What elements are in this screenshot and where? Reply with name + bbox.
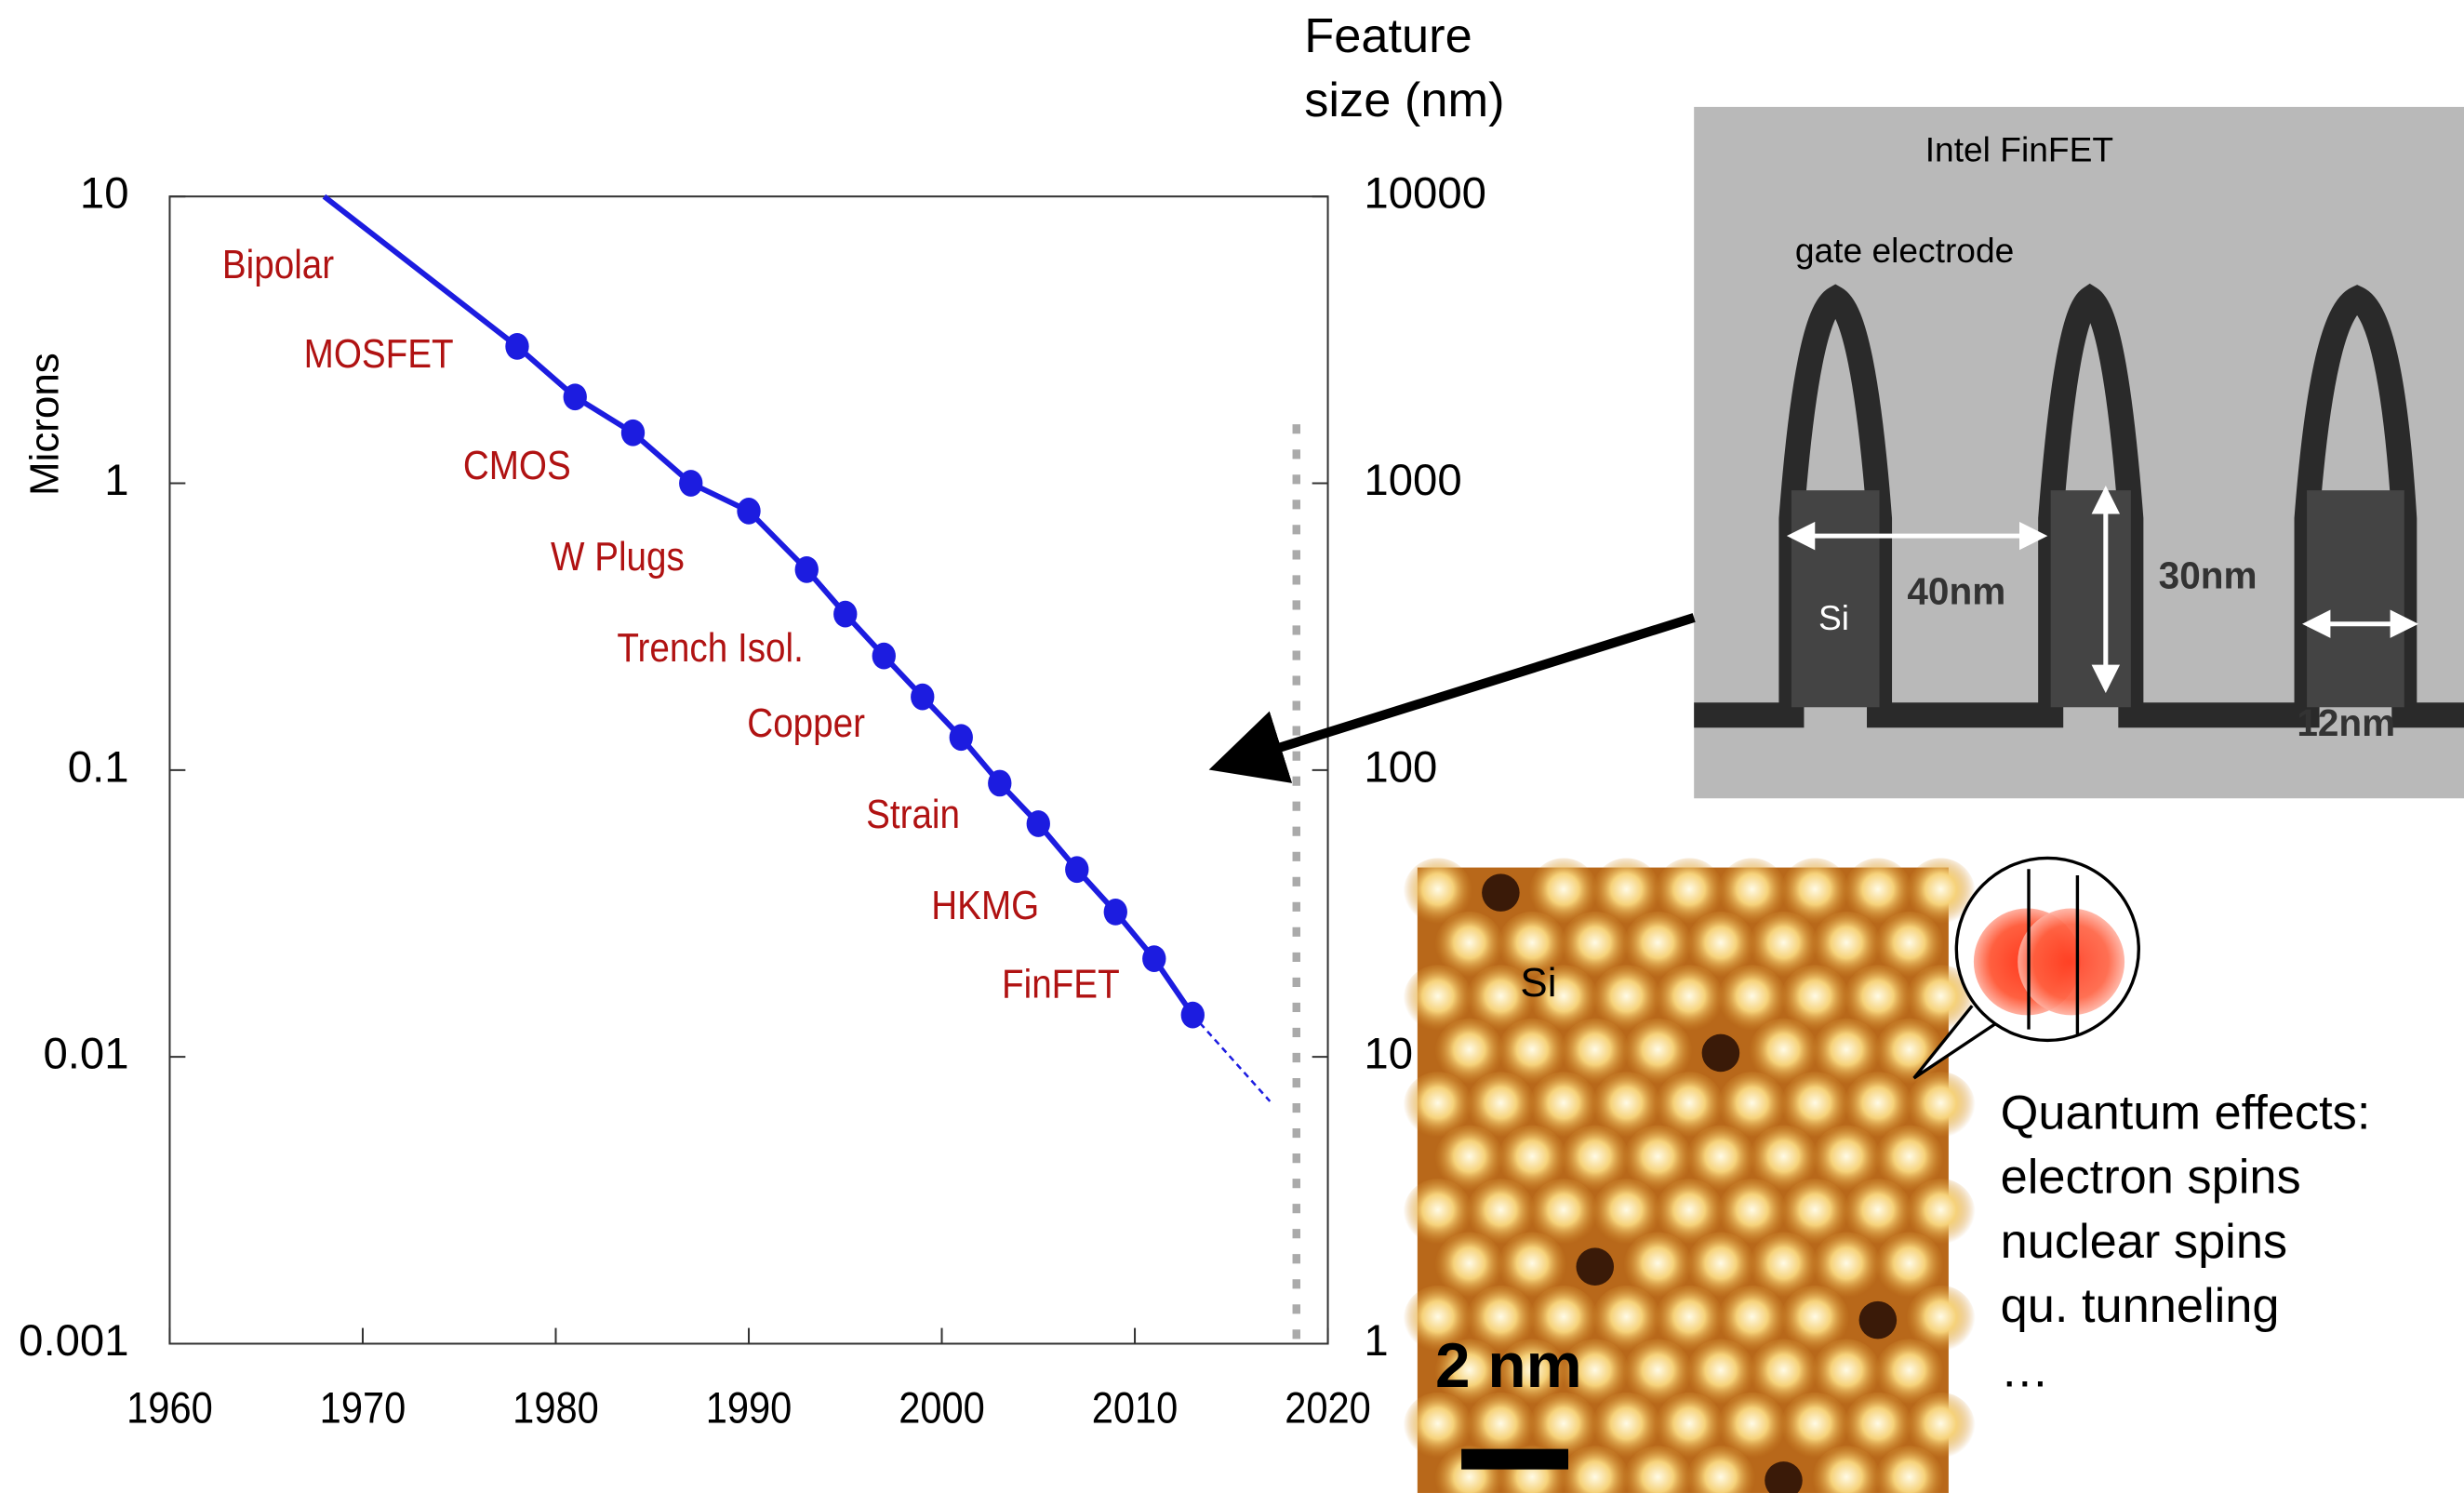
- annotation: Strain: [866, 792, 960, 837]
- x-tick-label: 1960: [127, 1384, 213, 1433]
- y-tick-label: 0.01: [43, 1030, 128, 1079]
- y2-tick-label: 1: [1364, 1316, 1388, 1366]
- y-tick-label: 0.1: [68, 742, 129, 792]
- annotation: Trench Isol.: [617, 625, 803, 671]
- data-point: [1104, 899, 1127, 926]
- figure: Microns Feature size (nm) 0.001 0.01 0.1 1 1…: [0, 0, 2464, 1493]
- y2-tick-label: 10: [1364, 1030, 1413, 1079]
- fin: [2051, 490, 2131, 707]
- fin: [2307, 490, 2404, 707]
- scale-bar-label: 2 nm: [1435, 1331, 1582, 1401]
- finfet-label: 40nm: [1907, 569, 2005, 612]
- stm-label: Si: [1520, 960, 1556, 1006]
- data-point: [1027, 810, 1050, 837]
- vacancy: [1702, 1034, 1740, 1073]
- data-point: [950, 724, 973, 751]
- y-tick-label: 1: [104, 456, 128, 505]
- y2-axis-label: Feature size (nm): [1304, 3, 1525, 132]
- finfet-image: Intel FinFET gate electrode Si 40nm 30nm…: [1694, 107, 2464, 798]
- data-point: [833, 601, 857, 628]
- x-tick-label: 2010: [1092, 1384, 1179, 1433]
- annotation: HKMG: [931, 883, 1039, 928]
- y-axis-label: Microns: [21, 353, 67, 496]
- quantum-text: Quantum effects: electron spins nuclear sp…: [2001, 1086, 2371, 1397]
- finfet-label: 12nm: [2297, 701, 2395, 744]
- finfet-label: Si: [1818, 598, 1849, 637]
- data-point: [737, 498, 760, 525]
- x-tick-label: 1980: [513, 1384, 599, 1433]
- orbital: [2018, 909, 2124, 1016]
- data-point: [988, 770, 1011, 797]
- data-point: [911, 684, 934, 711]
- annotation: CMOS: [463, 443, 571, 488]
- finfet-title: Intel FinFET: [1925, 130, 2113, 169]
- y-tick-label: 10: [80, 169, 129, 219]
- y2-label-box: Feature size (nm): [1304, 3, 1539, 144]
- y2-tick-label: 100: [1364, 742, 1437, 792]
- stm-image: Si 2 nm: [1404, 858, 1976, 1493]
- data-point: [1065, 856, 1088, 883]
- vacancy: [1482, 873, 1520, 912]
- y2-tick-label: 1000: [1364, 456, 1461, 505]
- y2-tick-label: 10000: [1364, 169, 1486, 219]
- annotation: Bipolar: [222, 242, 334, 287]
- quantum-line: qu. tunneling: [2001, 1279, 2280, 1333]
- annotation: Copper: [747, 700, 865, 746]
- annotation: FinFET: [1002, 961, 1120, 1006]
- x-tick-label: 1970: [320, 1384, 406, 1433]
- data-point: [795, 556, 819, 583]
- data-point: [679, 470, 702, 497]
- page: {"chart_data": {"type": "line", "y_label…: [0, 0, 2464, 1493]
- data-point: [564, 383, 587, 410]
- x-tick-label: 2000: [899, 1384, 985, 1433]
- annotation: MOSFET: [304, 331, 454, 377]
- vacancy: [1576, 1247, 1614, 1286]
- data-point: [505, 333, 528, 360]
- scale-bar: [1461, 1449, 1568, 1470]
- data-point: [872, 643, 896, 670]
- x-tick-label: 1990: [706, 1384, 792, 1433]
- y-tick-label: 0.001: [19, 1316, 128, 1366]
- quantum-line: electron spins: [2001, 1151, 2301, 1205]
- data-point: [1142, 945, 1165, 972]
- finfet-label: 30nm: [2159, 553, 2258, 596]
- finfet-label: gate electrode: [1795, 231, 2014, 270]
- quantum-line: nuclear spins: [2001, 1215, 2288, 1269]
- annotation: W Plugs: [551, 534, 685, 580]
- quantum-line: Quantum effects:: [2001, 1086, 2371, 1140]
- x-tick-label: 2020: [1285, 1384, 1371, 1433]
- quantum-line: …: [2001, 1343, 2049, 1397]
- data-point: [621, 420, 645, 447]
- chart: Microns Feature size (nm) 0.001 0.01 0.1 1 1…: [19, 3, 1539, 1433]
- vacancy: [1859, 1301, 1898, 1340]
